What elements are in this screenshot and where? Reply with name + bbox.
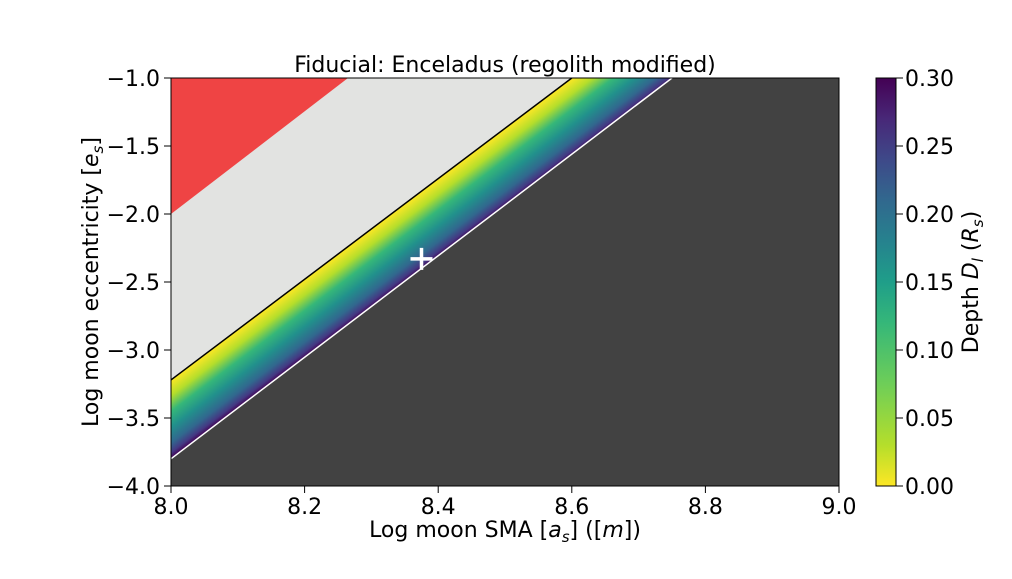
y-tick-label: −2.0 <box>107 203 160 228</box>
y-axis: −4.0 −3.5 −3.0 −2.5 −2.0 −1.5 −1.0 <box>107 67 171 500</box>
chart-title: Fiducial: Enceladus (regolith modified) <box>294 53 716 78</box>
y-axis-title: Log moon eccentricity [es] <box>79 137 107 427</box>
y-tick-label: −2.5 <box>107 271 160 296</box>
y-tick-label: −1.5 <box>107 135 160 160</box>
colorbar-tick-label: 0.15 <box>905 271 954 296</box>
colorbar-axis: 0.00 0.05 0.10 0.15 0.20 0.25 0.30 <box>896 67 954 500</box>
colorbar-tick-label: 0.05 <box>905 407 954 432</box>
colorbar-tick-label: 0.10 <box>905 339 954 364</box>
x-tick-label: 8.6 <box>554 495 589 520</box>
y-tick-label: −4.0 <box>107 475 160 500</box>
x-axis-title: Log moon SMA [as] ([m]) <box>369 518 641 546</box>
plot-area <box>171 78 839 486</box>
colorbar-title: Depth Dl (Rs) <box>959 211 987 353</box>
x-tick-label: 9.0 <box>822 495 857 520</box>
y-tick-label: −1.0 <box>107 67 160 92</box>
colorbar-tick-label: 0.20 <box>905 203 954 228</box>
marker-plus <box>410 247 433 270</box>
colorbar <box>875 77 897 487</box>
x-axis: 8.0 8.2 8.4 8.6 8.8 9.0 <box>154 486 857 520</box>
y-tick-label: −3.5 <box>107 407 160 432</box>
x-tick-label: 8.8 <box>688 495 723 520</box>
colorbar-tick-label: 0.00 <box>905 475 954 500</box>
colorbar-tick-label: 0.25 <box>905 135 954 160</box>
x-tick-label: 8.2 <box>287 495 322 520</box>
colorbar-tick-label: 0.30 <box>905 67 954 92</box>
x-tick-label: 8.0 <box>154 495 189 520</box>
upper-boundary-line <box>171 78 573 381</box>
y-tick-label: −3.0 <box>107 339 160 364</box>
red-region <box>171 78 348 214</box>
marker-point <box>410 247 433 270</box>
x-tick-label: 8.4 <box>421 495 456 520</box>
